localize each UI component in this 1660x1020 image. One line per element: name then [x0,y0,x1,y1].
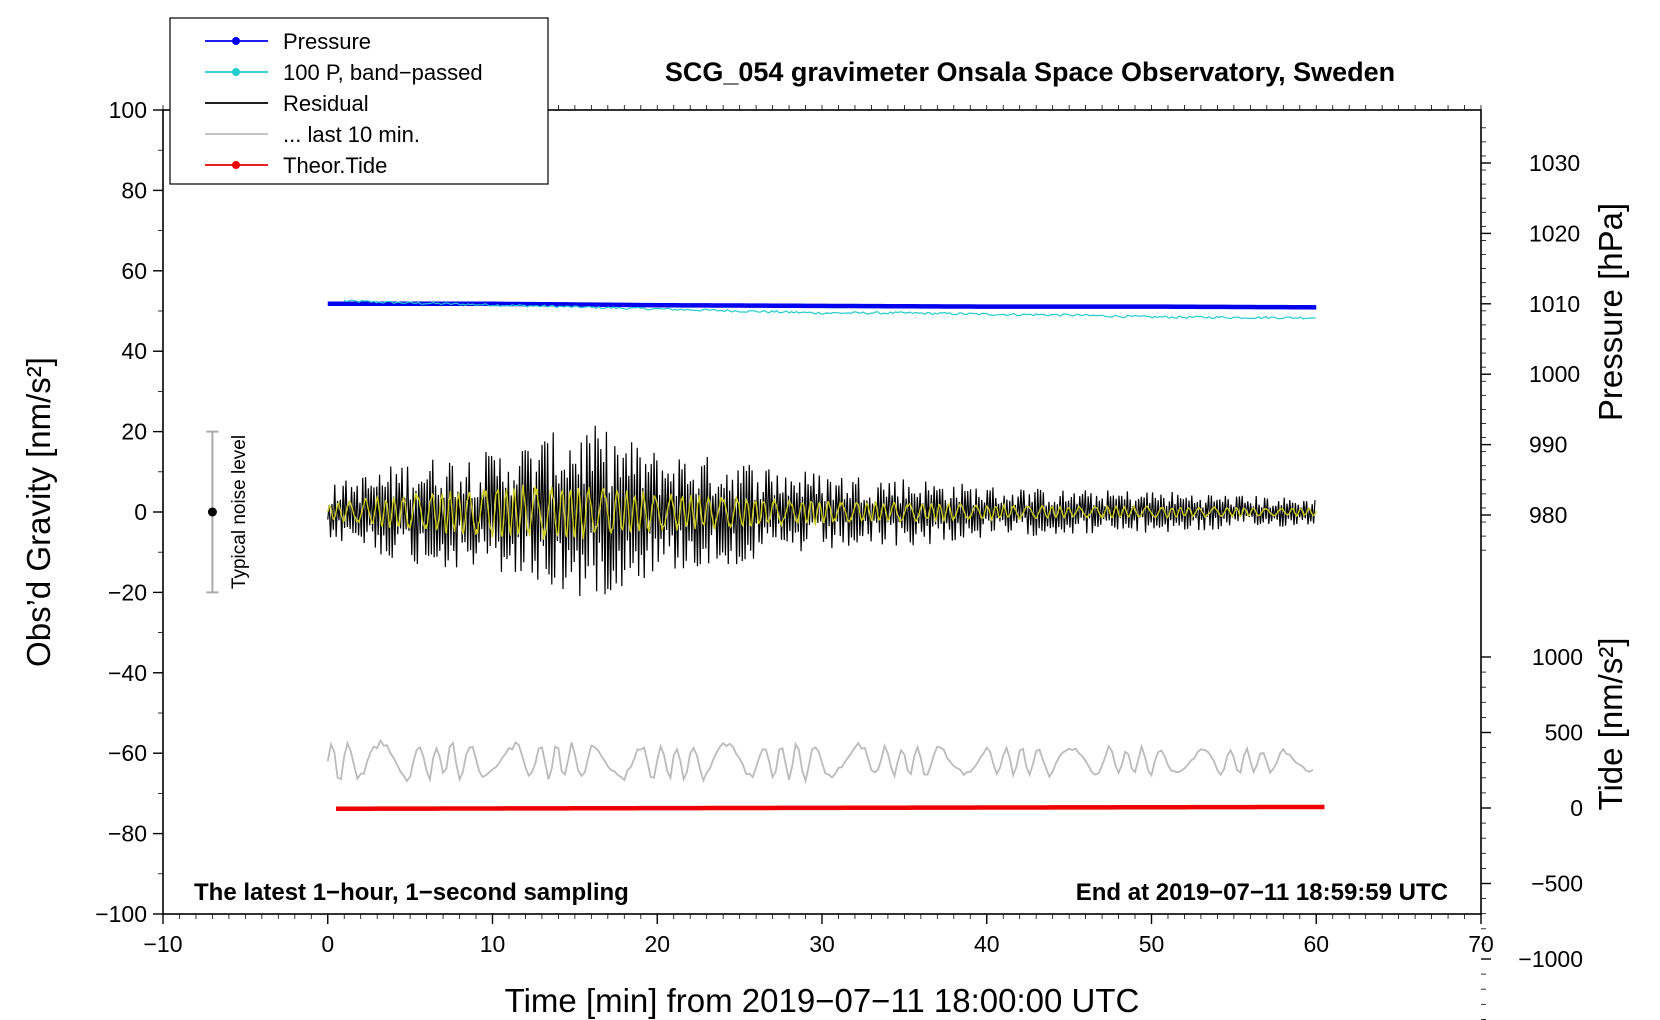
legend-marker [232,161,240,169]
pressure-tick-label: 1030 [1529,150,1580,176]
noise-level-bar: Typical noise level [206,430,250,594]
tide-tick-label: 1000 [1532,644,1583,670]
noise-bar-center-dot [207,507,217,517]
noise-level-label: Typical noise level [229,435,250,589]
legend-label: 100 P, band−passed [283,60,483,85]
chart-title: SCG_054 gravimeter Onsala Space Observat… [665,57,1395,87]
y-axis-title: Obs’d Gravity [nm/s²] [20,357,57,667]
x-tick-label: 10 [480,931,506,957]
legend-marker [232,68,240,76]
legend: Pressure 100 P, band−passed Residual ... la… [169,17,549,185]
y-tick-label: 20 [121,419,147,445]
tide-axis-title: Tide [nm/s²] [1592,638,1629,811]
x-tick-label: 40 [974,931,1000,957]
x-axis-title: Time [min] from 2019−07−11 18:00:00 UTC [505,982,1140,1019]
pressure-tick-label: 1010 [1529,291,1580,317]
pressure-tick-label: 980 [1529,502,1567,528]
legend-label: Residual [283,91,369,116]
end-time-annotation: End at 2019−07−11 18:59:59 UTC [1076,879,1448,906]
x-tick-label: 0 [321,931,334,957]
tide-tick-label: 0 [1570,795,1583,821]
sampling-annotation: The latest 1−hour, 1−second sampling [194,879,629,906]
x-tick-label: 60 [1303,931,1329,957]
pressure-axis-title: Pressure [hPa] [1592,203,1629,421]
legend-box [169,17,549,185]
series-theoretical-tide [335,804,1325,812]
x-tick-label: −10 [143,931,182,957]
pressure-tick-label: 990 [1529,432,1567,458]
x-tick-label: 20 [644,931,670,957]
tide-tick-label: −1000 [1518,946,1583,972]
legend-marker [232,37,240,45]
tide-tick-label: 500 [1545,720,1583,746]
y-tick-label: −80 [108,821,147,847]
pressure-tick-label: 1020 [1529,220,1580,246]
y-tick-label: 80 [121,177,147,203]
y-tick-label: 60 [121,258,147,284]
x-tick-label: 30 [809,931,835,957]
y-tick-label: 40 [121,338,147,364]
y-tick-label: 0 [134,499,147,525]
pressure-tick-label: 1000 [1529,361,1580,387]
series-last-10-min [326,738,1314,785]
y-tick-label: −20 [108,579,147,605]
series-pressure [327,301,1317,310]
series-layer [326,299,1325,812]
y-tick-label: 100 [109,97,147,123]
series-residual-smoothed [327,484,1317,540]
series-pressure-bandpassed [344,299,1316,320]
y-tick-label: −100 [95,901,147,927]
y-tick-label: −40 [108,660,147,686]
legend-label: Theor.Tide [283,153,387,178]
legend-label: Pressure [283,29,371,54]
legend-label: ... last 10 min. [283,122,420,147]
plot-frame [162,109,1482,915]
y-tick-label: −60 [108,740,147,766]
tide-tick-label: −500 [1531,871,1583,897]
x-tick-label: 50 [1139,931,1165,957]
